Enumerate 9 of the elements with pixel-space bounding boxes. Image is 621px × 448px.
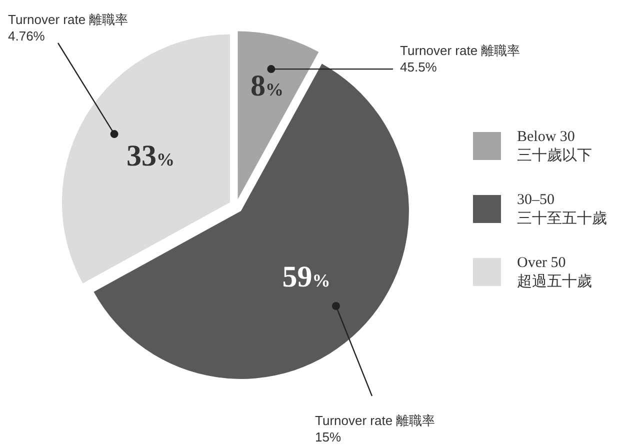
data-label: 8% bbox=[250, 69, 284, 102]
text: Turnover rate 離職率 45.5% bbox=[400, 43, 520, 74]
legend-label: 30–50 三十至五十歲 bbox=[517, 192, 607, 227]
text: Turnover rate 離職率 4.76% bbox=[8, 12, 128, 44]
legend-label: Below 30 三十歲以下 bbox=[517, 129, 592, 164]
data-label: 59% bbox=[282, 260, 330, 294]
legend-label: Over 50 超過五十歲 bbox=[517, 255, 592, 290]
data-label: 33% bbox=[126, 139, 174, 172]
text: Turnover rate 離職率 15% bbox=[315, 413, 436, 444]
